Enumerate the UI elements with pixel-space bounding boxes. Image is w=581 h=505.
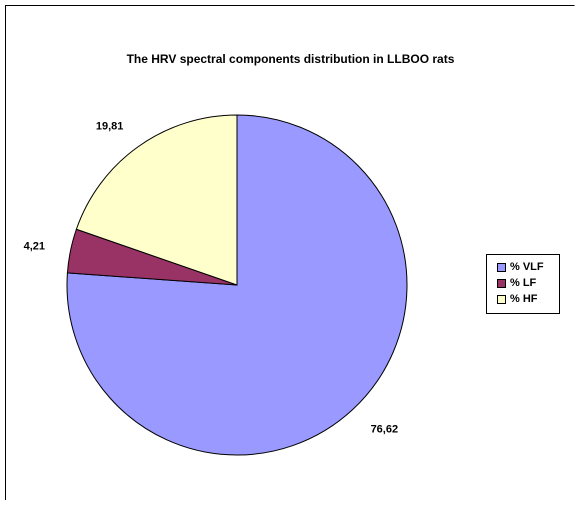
legend-item-hf: % HF [497, 291, 559, 307]
data-label-hf: 19,81 [96, 120, 124, 132]
legend-label-vlf: % VLF [510, 261, 544, 273]
data-label-vlf: 76,62 [371, 423, 399, 435]
legend-item-lf: % LF [497, 275, 559, 291]
legend-item-vlf: % VLF [497, 259, 559, 275]
pie-slice-vlf [66, 114, 408, 456]
legend-swatch-vlf [497, 262, 506, 272]
chart-frame [5, 5, 575, 500]
chart-title: The HRV spectral components distribution… [126, 52, 455, 66]
legend-label-hf: % HF [510, 293, 538, 305]
legend-swatch-hf [497, 294, 506, 304]
data-label-lf: 4,21 [24, 241, 45, 253]
legend-swatch-lf [497, 278, 506, 288]
legend-label-lf: % LF [510, 277, 537, 289]
legend: % VLF % LF % HF [486, 254, 560, 314]
pie-slice-hf [75, 114, 238, 286]
